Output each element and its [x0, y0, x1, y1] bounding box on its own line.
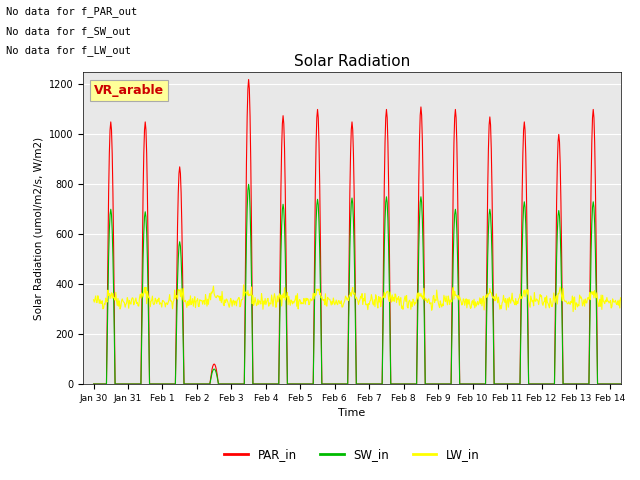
Text: No data for f_LW_out: No data for f_LW_out — [6, 45, 131, 56]
PAR_in — [426, 381, 434, 387]
Title: Solar Radiation: Solar Radiation — [294, 54, 410, 70]
Legend: PAR_in, SW_in, LW_in: PAR_in, SW_in, LW_in — [220, 443, 484, 466]
Text: No data for f_SW_out: No data for f_SW_out — [6, 25, 131, 36]
LW_in — [458, 299, 465, 304]
PAR_in — [154, 381, 162, 387]
SW_in — [284, 381, 291, 387]
PAR_in — [256, 381, 264, 387]
PAR_in — [458, 381, 465, 387]
SW_in — [90, 381, 97, 387]
Y-axis label: Solar Radiation (umol/m2/s, W/m2): Solar Radiation (umol/m2/s, W/m2) — [33, 136, 44, 320]
Line: LW_in: LW_in — [93, 285, 640, 312]
Line: SW_in: SW_in — [93, 184, 640, 384]
LW_in — [240, 282, 248, 288]
SW_in — [256, 381, 264, 387]
LW_in — [305, 296, 312, 302]
X-axis label: Time: Time — [339, 408, 365, 418]
Text: No data for f_PAR_out: No data for f_PAR_out — [6, 6, 138, 17]
LW_in — [90, 297, 97, 303]
SW_in — [305, 381, 312, 387]
Line: PAR_in: PAR_in — [93, 80, 640, 384]
Text: VR_arable: VR_arable — [94, 84, 164, 97]
SW_in — [458, 381, 465, 387]
LW_in — [256, 299, 264, 304]
LW_in — [154, 299, 162, 304]
LW_in — [570, 309, 577, 314]
PAR_in — [284, 381, 291, 387]
PAR_in — [90, 381, 97, 387]
SW_in — [244, 181, 252, 187]
PAR_in — [305, 381, 312, 387]
LW_in — [284, 289, 291, 295]
SW_in — [154, 381, 162, 387]
LW_in — [426, 301, 434, 307]
PAR_in — [244, 77, 252, 83]
SW_in — [426, 381, 434, 387]
